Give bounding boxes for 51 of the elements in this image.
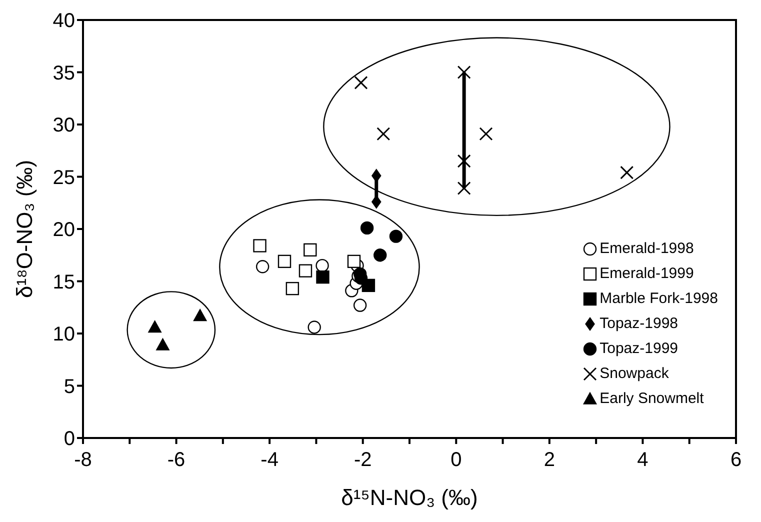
- point: [389, 230, 403, 243]
- y-tick-label: 25: [52, 166, 75, 189]
- legend-label: Topaz-1999: [600, 339, 678, 359]
- point: [353, 298, 367, 312]
- legend-label: Early Snowmelt: [600, 389, 704, 409]
- point: [286, 282, 300, 296]
- y-axis-title: δ¹⁸O-NO₃ (‰): [12, 160, 37, 298]
- y-tick-label: 15: [52, 271, 75, 294]
- y-tick-label: 40: [52, 10, 75, 32]
- point: [193, 309, 207, 322]
- point: [256, 260, 270, 274]
- x-tick-label: -2: [354, 449, 372, 472]
- legend-label: Emerald-1999: [600, 264, 694, 284]
- point: [376, 127, 390, 141]
- point: [308, 320, 321, 334]
- x-tick-label: -6: [167, 449, 186, 472]
- x-tick-label: 0: [450, 449, 462, 472]
- point: [278, 254, 292, 268]
- point: [347, 254, 361, 268]
- point: [156, 338, 170, 350]
- point: [360, 221, 374, 235]
- x-tick-label: 4: [637, 449, 648, 472]
- point: [372, 169, 382, 182]
- x-tick-label: -4: [260, 449, 278, 472]
- point: [457, 181, 471, 195]
- point: [148, 320, 162, 333]
- point: [304, 243, 317, 256]
- point: [253, 239, 266, 252]
- point: [298, 264, 312, 278]
- legend-label: Emerald-1998: [600, 239, 694, 259]
- x-tick-label: 2: [544, 449, 555, 472]
- point: [457, 154, 471, 168]
- x-axis-title: δ¹⁵N-NO₃ (‰): [341, 485, 478, 510]
- point: [374, 248, 387, 262]
- y-tick-label: 35: [52, 62, 75, 84]
- legend-label: Marble Fork-1998: [600, 289, 718, 309]
- point: [316, 270, 330, 284]
- point: [354, 76, 368, 90]
- point: [479, 127, 493, 141]
- y-tick-label: 30: [52, 114, 75, 137]
- y-tick-label: 0: [64, 428, 75, 450]
- x-tick-label: -8: [74, 449, 92, 472]
- y-tick-label: 20: [52, 219, 75, 242]
- legend-label: Topaz-1998: [600, 314, 678, 334]
- point: [457, 66, 471, 79]
- x-tick-label: 6: [730, 449, 742, 472]
- y-tick-label: 10: [52, 324, 75, 346]
- legend-label: Snowpack: [600, 364, 669, 384]
- point: [372, 195, 382, 208]
- y-tick-label: 5: [64, 376, 75, 398]
- point: [620, 166, 634, 180]
